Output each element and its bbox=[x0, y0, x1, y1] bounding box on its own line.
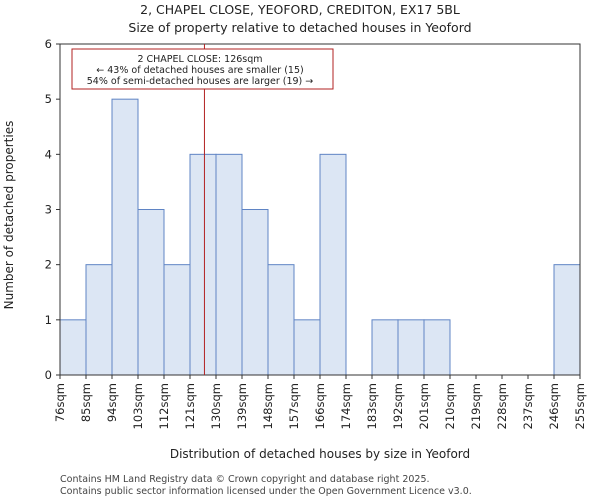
x-tick-label: 148sqm bbox=[261, 383, 275, 429]
y-tick-label: 2 bbox=[45, 258, 52, 272]
annotation-line1: 2 CHAPEL CLOSE: 126sqm bbox=[137, 54, 262, 65]
bar-183sqm bbox=[371, 319, 399, 376]
y-tick-label: 6 bbox=[45, 37, 52, 51]
bar-192sqm bbox=[397, 319, 425, 376]
bar-121sqm bbox=[189, 153, 217, 376]
bar-246sqm bbox=[553, 264, 581, 376]
annotation-box: 2 CHAPEL CLOSE: 126sqm ← 43% of detached… bbox=[71, 48, 334, 90]
y-tick-label: 1 bbox=[45, 313, 52, 327]
bar-103sqm bbox=[137, 209, 165, 376]
bar-201sqm bbox=[423, 319, 451, 376]
x-tick-label: 103sqm bbox=[131, 383, 145, 429]
bars-group bbox=[59, 98, 581, 376]
x-tick-label: 121sqm bbox=[183, 383, 197, 429]
bar-148sqm bbox=[267, 264, 295, 376]
y-tick-label: 0 bbox=[45, 368, 52, 382]
y-axis-label: Number of detached properties bbox=[2, 121, 16, 310]
x-tick-label: 76sqm bbox=[53, 383, 67, 422]
x-tick-label: 237sqm bbox=[521, 383, 535, 429]
bar-157sqm bbox=[293, 319, 321, 376]
bar-85sqm bbox=[85, 264, 113, 376]
plot-frame bbox=[59, 43, 581, 376]
x-tick-label: 219sqm bbox=[469, 383, 483, 429]
bar-76sqm bbox=[59, 319, 87, 376]
y-tick-label: 3 bbox=[45, 203, 52, 217]
footer-line2: Contains public sector information licen… bbox=[60, 486, 472, 497]
chart-title-line1: 2, CHAPEL CLOSE, YEOFORD, CREDITON, EX17… bbox=[140, 2, 460, 17]
bar-130sqm bbox=[215, 153, 243, 376]
chart-title-line2: Size of property relative to detached ho… bbox=[128, 20, 471, 35]
x-tick-label: 183sqm bbox=[365, 383, 379, 429]
y-tick-label: 4 bbox=[45, 147, 52, 161]
bar-166sqm bbox=[319, 153, 347, 376]
x-axis: 76sqm 85sqm 94sqm 103sqm 112sqm 121sqm 130sqm 1… bbox=[53, 375, 587, 429]
x-tick-label: 166sqm bbox=[313, 383, 327, 429]
x-tick-label: 192sqm bbox=[391, 383, 405, 429]
x-tick-label: 255sqm bbox=[573, 383, 587, 429]
y-axis: 0 1 2 3 4 5 6 bbox=[45, 37, 60, 382]
bar-139sqm bbox=[241, 209, 269, 376]
x-tick-label: 85sqm bbox=[79, 383, 93, 422]
annotation-line2: ← 43% of detached houses are smaller (15… bbox=[96, 65, 303, 76]
footer-line1: Contains HM Land Registry data © Crown c… bbox=[60, 474, 430, 485]
x-tick-label: 246sqm bbox=[547, 383, 561, 429]
x-tick-label: 201sqm bbox=[417, 383, 431, 429]
x-tick-label: 94sqm bbox=[105, 383, 119, 422]
x-tick-label: 112sqm bbox=[157, 383, 171, 429]
y-tick-label: 5 bbox=[45, 92, 52, 106]
x-tick-label: 210sqm bbox=[443, 383, 457, 429]
x-tick-label: 174sqm bbox=[339, 383, 353, 429]
bar-94sqm bbox=[111, 98, 139, 376]
x-tick-label: 157sqm bbox=[287, 383, 301, 429]
x-tick-label: 139sqm bbox=[235, 383, 249, 429]
bar-112sqm bbox=[163, 264, 191, 376]
x-tick-label: 130sqm bbox=[209, 383, 223, 429]
x-axis-label: Distribution of detached houses by size … bbox=[170, 447, 470, 461]
x-tick-label: 228sqm bbox=[495, 383, 509, 429]
annotation-line3: 54% of semi-detached houses are larger (… bbox=[87, 76, 314, 87]
